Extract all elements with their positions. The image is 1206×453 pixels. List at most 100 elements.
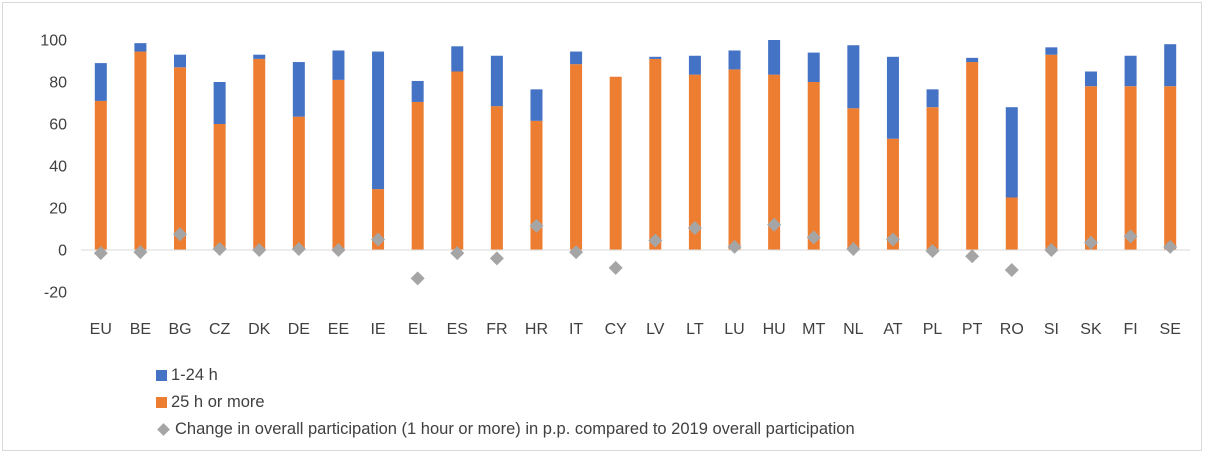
legend-label: Change in overall participation (1 hour …: [175, 420, 855, 438]
x-tick-label: LU: [724, 321, 744, 338]
stacked-bar-chart: -20 0 20 40 60 80 100 EU BE BG CZ DK DE EE IE EL ES FR HR…: [40, 33, 1190, 338]
x-tick-label: HR: [525, 321, 548, 338]
y-axis-ticks: -20 0 20 40 60 80 100: [40, 33, 67, 302]
bar-segment: [1005, 107, 1018, 198]
bar-segment: [807, 52, 820, 82]
bar-segment: [570, 64, 583, 251]
bar-segment: [372, 189, 385, 250]
bar-segment: [1164, 86, 1177, 250]
bar-segment: [174, 67, 187, 250]
change-marker: [687, 220, 702, 235]
x-tick-label: CZ: [209, 321, 231, 338]
change-marker: [569, 245, 584, 260]
bar-segment: [411, 80, 424, 102]
bar-segment: [768, 74, 781, 251]
change-marker: [93, 246, 108, 261]
bar-segment: [847, 45, 860, 109]
change-marker: [925, 244, 940, 259]
bar-segment: [411, 101, 424, 250]
change-marker: [133, 245, 148, 260]
bar-segment: [253, 58, 266, 251]
y-tick-label: -20: [44, 285, 67, 302]
x-tick-label: ES: [447, 321, 468, 338]
x-tick-label: SK: [1080, 321, 1102, 338]
bar-segment: [649, 58, 662, 251]
legend-label: 25 h or more: [171, 393, 265, 411]
x-tick-label: RO: [1000, 321, 1024, 338]
bar-segment: [649, 56, 662, 59]
x-tick-label: AT: [883, 321, 902, 338]
bar-segment: [570, 51, 583, 65]
y-tick-label: 0: [58, 243, 67, 260]
bar-segment: [966, 57, 979, 63]
y-tick-label: 60: [49, 117, 67, 134]
bar-segment: [451, 71, 464, 250]
bar-segment: [1045, 47, 1058, 55]
bar-segment: [966, 62, 979, 250]
bar-segment: [1164, 44, 1177, 87]
legend-item-1-24h: 1-24 h: [156, 362, 855, 389]
change-marker: [331, 243, 346, 257]
change-marker: [767, 217, 782, 232]
bar-segment: [332, 50, 345, 80]
x-tick-label: BG: [168, 321, 191, 338]
bar-segment: [807, 82, 820, 250]
markers-layer: [93, 217, 1178, 286]
x-tick-label: SI: [1044, 321, 1059, 338]
change-marker: [1004, 262, 1019, 277]
y-tick-label: 100: [40, 33, 67, 50]
bar-segment: [1124, 55, 1137, 87]
legend: 1-24 h 25 h or more Change in overall pa…: [156, 362, 855, 443]
bar-segment: [768, 40, 781, 75]
x-tick-label: DE: [288, 321, 310, 338]
change-marker: [727, 239, 742, 254]
bar-segment: [94, 100, 107, 251]
bar-segment: [292, 62, 305, 117]
bar-segment: [213, 82, 226, 124]
x-tick-label: EL: [408, 321, 428, 338]
bar-segment: [530, 120, 543, 250]
bar-segment: [332, 79, 345, 251]
change-marker: [608, 260, 623, 275]
bar-segment: [1084, 86, 1097, 250]
bar-segment: [1124, 86, 1137, 250]
bar-segment: [688, 55, 701, 75]
x-tick-label: MT: [802, 321, 825, 338]
bar-segment: [174, 54, 187, 68]
change-marker: [1163, 239, 1178, 254]
bar-segment: [688, 74, 701, 251]
x-tick-label: BE: [130, 321, 151, 338]
bar-segment: [728, 69, 741, 251]
bar-segment: [926, 89, 939, 108]
bar-segment: [1005, 197, 1018, 250]
legend-item-change: Change in overall participation (1 hour …: [156, 416, 855, 443]
bar-segment: [213, 124, 226, 250]
change-marker: [291, 241, 306, 256]
change-marker: [410, 271, 425, 286]
change-marker: [1083, 235, 1098, 250]
x-tick-label: PL: [923, 321, 943, 338]
x-tick-label: FI: [1123, 321, 1137, 338]
bar-segment: [886, 138, 899, 250]
bar-segment: [451, 46, 464, 72]
y-tick-label: 20: [49, 201, 67, 218]
change-marker: [1123, 229, 1138, 244]
x-tick-label: EU: [90, 321, 112, 338]
x-tick-label: LT: [686, 321, 704, 338]
y-tick-label: 80: [49, 75, 67, 92]
change-marker: [648, 233, 663, 248]
x-tick-label: CY: [605, 321, 628, 338]
bar-segment: [530, 89, 543, 121]
change-marker: [965, 249, 980, 264]
change-marker: [450, 246, 465, 261]
x-tick-label: PT: [962, 321, 983, 338]
x-tick-label: DK: [248, 321, 271, 338]
bar-segment: [94, 63, 107, 101]
x-tick-label: IT: [569, 321, 583, 338]
change-marker: [1044, 243, 1059, 257]
change-marker: [173, 227, 188, 242]
legend-label: 1-24 h: [171, 366, 218, 384]
y-tick-label: 40: [49, 159, 67, 176]
bar-segment: [609, 76, 622, 250]
